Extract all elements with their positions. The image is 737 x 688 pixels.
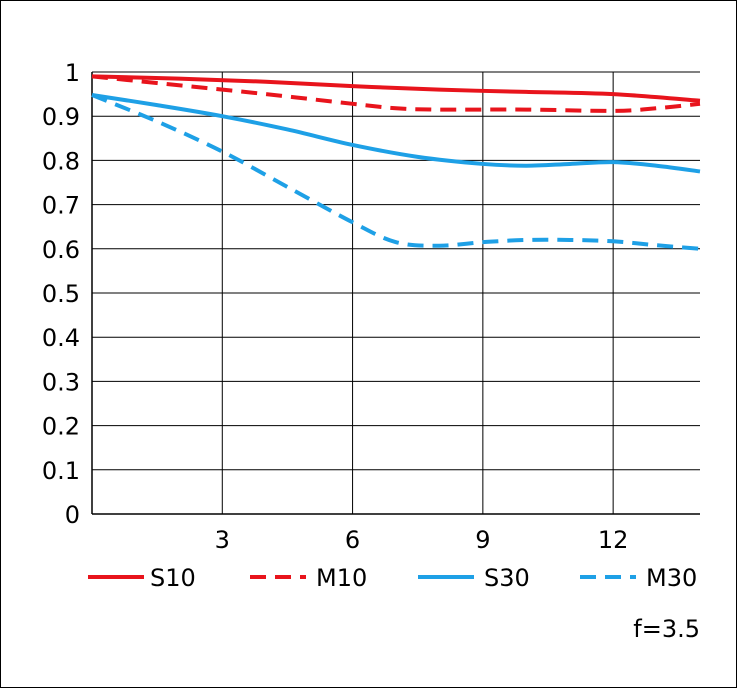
aperture-annotation: f=3.5 — [633, 615, 700, 643]
y-tick-label: 0 — [65, 501, 80, 529]
legend-item-m10: M10 — [250, 564, 367, 592]
legend-label: S10 — [150, 564, 196, 592]
y-tick-label: 0.9 — [42, 103, 80, 131]
legend-item-s30: S30 — [418, 564, 530, 592]
y-tick-label: 0.3 — [42, 368, 80, 396]
axes — [91, 72, 700, 515]
legend-label: M10 — [316, 564, 367, 592]
y-tick-label: 0.2 — [42, 413, 80, 441]
y-tick-label: 0.6 — [42, 236, 80, 264]
x-tick-label: 6 — [345, 526, 360, 554]
x-tick-labels: 3 6 9 12 — [215, 526, 629, 554]
y-tick-label: 0.4 — [42, 324, 80, 352]
y-tick-label: 1 — [65, 59, 80, 87]
y-tick-label: 0.7 — [42, 192, 80, 220]
x-tick-label: 3 — [215, 526, 230, 554]
legend-item-s10: S10 — [88, 564, 196, 592]
series-line-m10 — [91, 74, 701, 113]
series-line-m30 — [91, 93, 701, 251]
legend-label: M30 — [646, 564, 697, 592]
x-tick-label: 12 — [598, 526, 629, 554]
legend-item-m30: M30 — [580, 564, 697, 592]
x-tick-label: 9 — [475, 526, 490, 554]
series-line-s10 — [91, 74, 701, 103]
grid — [92, 71, 700, 514]
legend: S10 M10 S30 M30 — [88, 564, 697, 592]
legend-label: S30 — [484, 564, 530, 592]
series-line-s30 — [91, 93, 701, 174]
y-tick-labels: 0 0.1 0.2 0.3 0.4 0.5 0.6 0.7 0.8 0.9 1 — [42, 59, 80, 529]
y-tick-label: 0.5 — [42, 280, 80, 308]
series-lines — [91, 74, 701, 251]
y-tick-label: 0.8 — [42, 147, 80, 175]
y-tick-label: 0.1 — [42, 457, 80, 485]
